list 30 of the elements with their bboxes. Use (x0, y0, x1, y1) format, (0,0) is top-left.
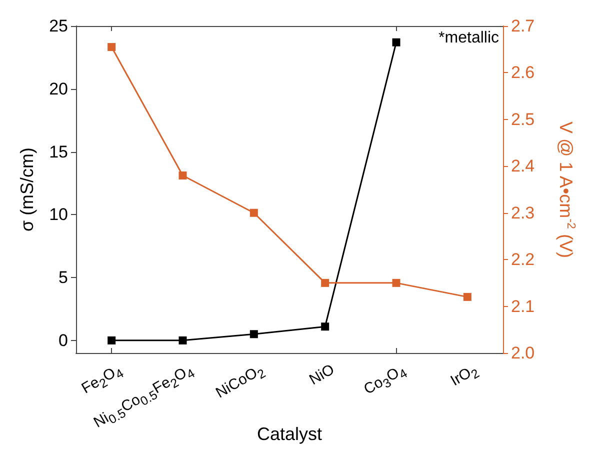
y2-tick-label: 2.6 (511, 63, 535, 82)
y-tick-label: 10 (49, 205, 68, 224)
y2-tick-label: 2.3 (511, 203, 535, 222)
point (321, 278, 330, 287)
y-tick-label: 0 (58, 330, 68, 350)
point (463, 292, 472, 301)
point (250, 208, 258, 217)
y-tick-label: 20 (49, 79, 68, 98)
y-tick-label: 25 (49, 16, 68, 36)
x-axis-title: Catalyst (256, 424, 322, 444)
y2-tick-label: 2.0 (511, 344, 535, 362)
x-tick-label: NiO (306, 361, 338, 389)
point (108, 336, 116, 344)
point (250, 330, 258, 338)
point (108, 43, 116, 52)
y2-tick-label: 2.4 (511, 156, 535, 176)
point (321, 322, 330, 331)
annotation: *metallic (438, 30, 500, 46)
y-tick-label: 5 (58, 268, 68, 288)
point (178, 171, 187, 180)
y2-axis-title: V @ 1 A•cm-2 (V) (556, 122, 578, 258)
y2-tick-label: 2.7 (511, 16, 535, 36)
point (392, 38, 400, 46)
y2-tick-label: 2.1 (511, 296, 535, 316)
point (392, 278, 400, 287)
y2-tick-label: 2.5 (511, 110, 535, 129)
y-tick-label: 15 (49, 142, 68, 162)
y-axis-title: σ (mS/cm) (17, 147, 37, 232)
point (178, 336, 187, 344)
y2-tick-label: 2.2 (511, 250, 535, 270)
